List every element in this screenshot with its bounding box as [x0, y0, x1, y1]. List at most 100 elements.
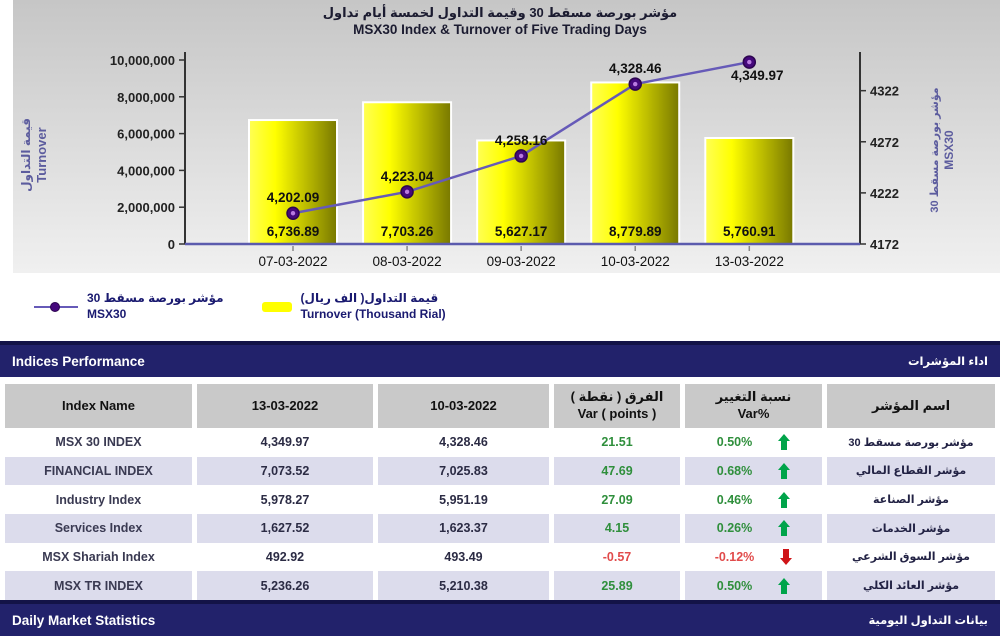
- line-value-label: 4,328.46: [609, 61, 662, 76]
- chart-title-en: MSX30 Index & Turnover of Five Trading D…: [353, 22, 647, 37]
- cell-index-name: Industry Index: [55, 492, 142, 507]
- cell-index-name: MSX TR INDEX: [5, 571, 192, 600]
- cell-latest-value: 492.92: [265, 549, 305, 564]
- left-axis-tick: 8,000,000: [117, 90, 175, 105]
- cell-latest-value: 1,627.52: [197, 513, 373, 543]
- table-row: Industry Index 5,978.27 5,951.19 27.09 0.46%…: [5, 485, 995, 514]
- bar-value-label: 7,703.26: [381, 224, 434, 239]
- cell-var-points: 25.89: [554, 571, 680, 600]
- x-axis-date-label: 09-03-2022: [487, 254, 556, 269]
- table-header-cell: اسم المؤشر: [827, 384, 995, 428]
- x-axis-date-label: 07-03-2022: [258, 254, 327, 269]
- var-percent-value: 0.26%: [716, 521, 753, 536]
- var-percent-value: 0.50%: [716, 578, 753, 593]
- trend-up-icon: [778, 491, 791, 508]
- trend-up-icon: [778, 520, 791, 537]
- left-axis-tick: 2,000,000: [117, 200, 175, 215]
- cell-var-points: 27.09: [601, 492, 633, 507]
- cell-var-percent: -0.12%: [685, 543, 822, 572]
- turnover-bar: [590, 81, 681, 245]
- chart-title-ar: مؤشر بورصة مسقط 30 وقيمة التداول لخمسة أ…: [323, 4, 677, 21]
- cell-index-name: Services Index: [5, 513, 192, 543]
- indices-table: Index Name 13-03-2022 10-03-2022 الفرق ( نق…: [0, 377, 1000, 600]
- cell-index-name-ar: مؤشر العائد الكلي: [827, 571, 995, 600]
- left-axis-tick: 4,000,000: [117, 163, 175, 178]
- var-percent-value: 0.68%: [716, 463, 753, 478]
- cell-var-percent: 0.26%: [685, 513, 822, 543]
- cell-index-name-ar: مؤشر السوق الشرعي: [852, 551, 970, 564]
- cell-index-name: MSX Shariah Index: [42, 549, 155, 564]
- bar-value-label: 6,736.89: [267, 224, 320, 239]
- cell-index-name-ar: مؤشر بورصة مسقط 30: [848, 436, 974, 449]
- cell-var-percent: 0.46%: [685, 485, 822, 514]
- left-axis-tick: 10,000,000: [110, 53, 175, 68]
- cell-latest-value: 4,349.97: [260, 435, 310, 450]
- trend-up-icon: [778, 577, 791, 594]
- chart-legend: مؤشر بورصة مسقط 30 MSX30 قيمة التداول( ا…: [0, 273, 1000, 341]
- trend-up-icon: [778, 434, 791, 451]
- table-header-cell: الفرق ( نقطة ) Var ( points ): [554, 384, 680, 428]
- table-row: Services Index 1,627.52 1,623.37 4.15 0.26% م…: [5, 513, 995, 543]
- section-title-ar: بيانات التداول اليومية: [868, 615, 988, 627]
- var-percent-value: 0.50%: [716, 435, 753, 450]
- cell-previous-value: 4,328.46: [439, 435, 488, 450]
- cell-var-percent: 0.68%: [685, 456, 822, 486]
- cell-previous-value: 493.49: [444, 549, 483, 564]
- turnover-bar: [362, 101, 453, 246]
- cell-var-percent: 0.50%: [685, 571, 822, 600]
- section-title-ar: اداء المؤشرات: [907, 356, 988, 368]
- right-axis-tick: 4222: [870, 186, 899, 201]
- table-row: MSX TR INDEX 5,236.26 5,210.38 25.89 0.50% مؤ…: [5, 571, 995, 600]
- cell-previous-value: 1,623.37: [378, 513, 549, 543]
- bar-value-label: 5,627.17: [495, 224, 548, 239]
- line-value-label: 4,223.04: [381, 169, 434, 184]
- trend-up-icon: [778, 462, 791, 479]
- turnover-bar: [704, 136, 795, 245]
- cell-var-points: -0.57: [602, 549, 632, 564]
- table-row: FINANCIAL INDEX 7,073.52 7,025.83 47.69 0.68…: [5, 456, 995, 486]
- bar-value-label: 8,779.89: [609, 224, 662, 239]
- table-header-cell: نسبة التغيير Var%: [685, 384, 822, 428]
- table-row: MSX Shariah Index 492.92 493.49 -0.57 -0.12%…: [5, 543, 995, 572]
- left-axis-label-en: Turnover: [34, 127, 49, 182]
- line-series-icon: [34, 302, 78, 312]
- legend-label-en: Turnover (Thousand Rial): [300, 307, 446, 321]
- cell-previous-value: 5,210.38: [378, 571, 549, 600]
- legend-label-ar: قيمة التداول( الف ريال): [300, 291, 439, 306]
- cell-index-name-ar: مؤشر القطاع المالي: [827, 456, 995, 486]
- legend-label-en: MSX30: [87, 307, 127, 321]
- cell-previous-value: 7,025.83: [378, 456, 549, 486]
- chart-canvas: مؤشر بورصة مسقط 30 وقيمة التداول لخمسة أ…: [13, 0, 1000, 273]
- bar-value-label: 5,760.91: [723, 224, 776, 239]
- cell-previous-value: 5,951.19: [439, 492, 488, 507]
- turnover-bar: [248, 119, 338, 245]
- left-axis-label-ar: قيمة التداول: [19, 118, 34, 192]
- table-header-cell: Index Name: [5, 384, 192, 428]
- legend-item-msx30: مؤشر بورصة مسقط 30 MSX30: [34, 291, 224, 322]
- line-value-label: 4,349.97: [731, 68, 784, 83]
- section-indices-performance: Indices Performance اداء المؤشرات: [0, 341, 1000, 377]
- line-value-label: 4,258.16: [495, 133, 548, 148]
- table-header-row: Index Name 13-03-2022 10-03-2022 الفرق ( نق…: [5, 384, 995, 428]
- cell-latest-value: 7,073.52: [197, 456, 373, 486]
- trend-down-icon: [780, 548, 793, 565]
- msx30-turnover-chart: مؤشر بورصة مسقط 30 وقيمة التداول لخمسة أ…: [0, 0, 1000, 273]
- table-header-cell: 13-03-2022: [197, 384, 373, 428]
- cell-var-points: 4.15: [554, 513, 680, 543]
- cell-var-points: 47.69: [554, 456, 680, 486]
- legend-label-ar: مؤشر بورصة مسقط 30: [87, 291, 224, 306]
- table-body: MSX 30 INDEX 4,349.97 4,328.46 21.51 0.50% مؤ…: [5, 428, 995, 600]
- x-axis-date-label: 13-03-2022: [715, 254, 784, 269]
- cell-latest-value: 5,236.26: [197, 571, 373, 600]
- cell-index-name: FINANCIAL INDEX: [5, 456, 192, 486]
- right-axis-label-ar: مؤشر بورصة مسقط 30: [929, 87, 941, 212]
- line-value-label: 4,202.09: [267, 190, 320, 205]
- cell-latest-value: 5,978.27: [260, 492, 310, 507]
- legend-item-turnover: قيمة التداول( الف ريال) Turnover (Thousa…: [261, 291, 446, 322]
- x-axis-date-label: 08-03-2022: [373, 254, 442, 269]
- table-header-cell: 10-03-2022: [378, 384, 549, 428]
- cell-index-name-ar: مؤشر الخدمات: [827, 513, 995, 543]
- cell-var-percent: 0.50%: [685, 428, 822, 457]
- left-axis-tick: 6,000,000: [117, 127, 175, 142]
- bar-series-icon: [261, 302, 292, 312]
